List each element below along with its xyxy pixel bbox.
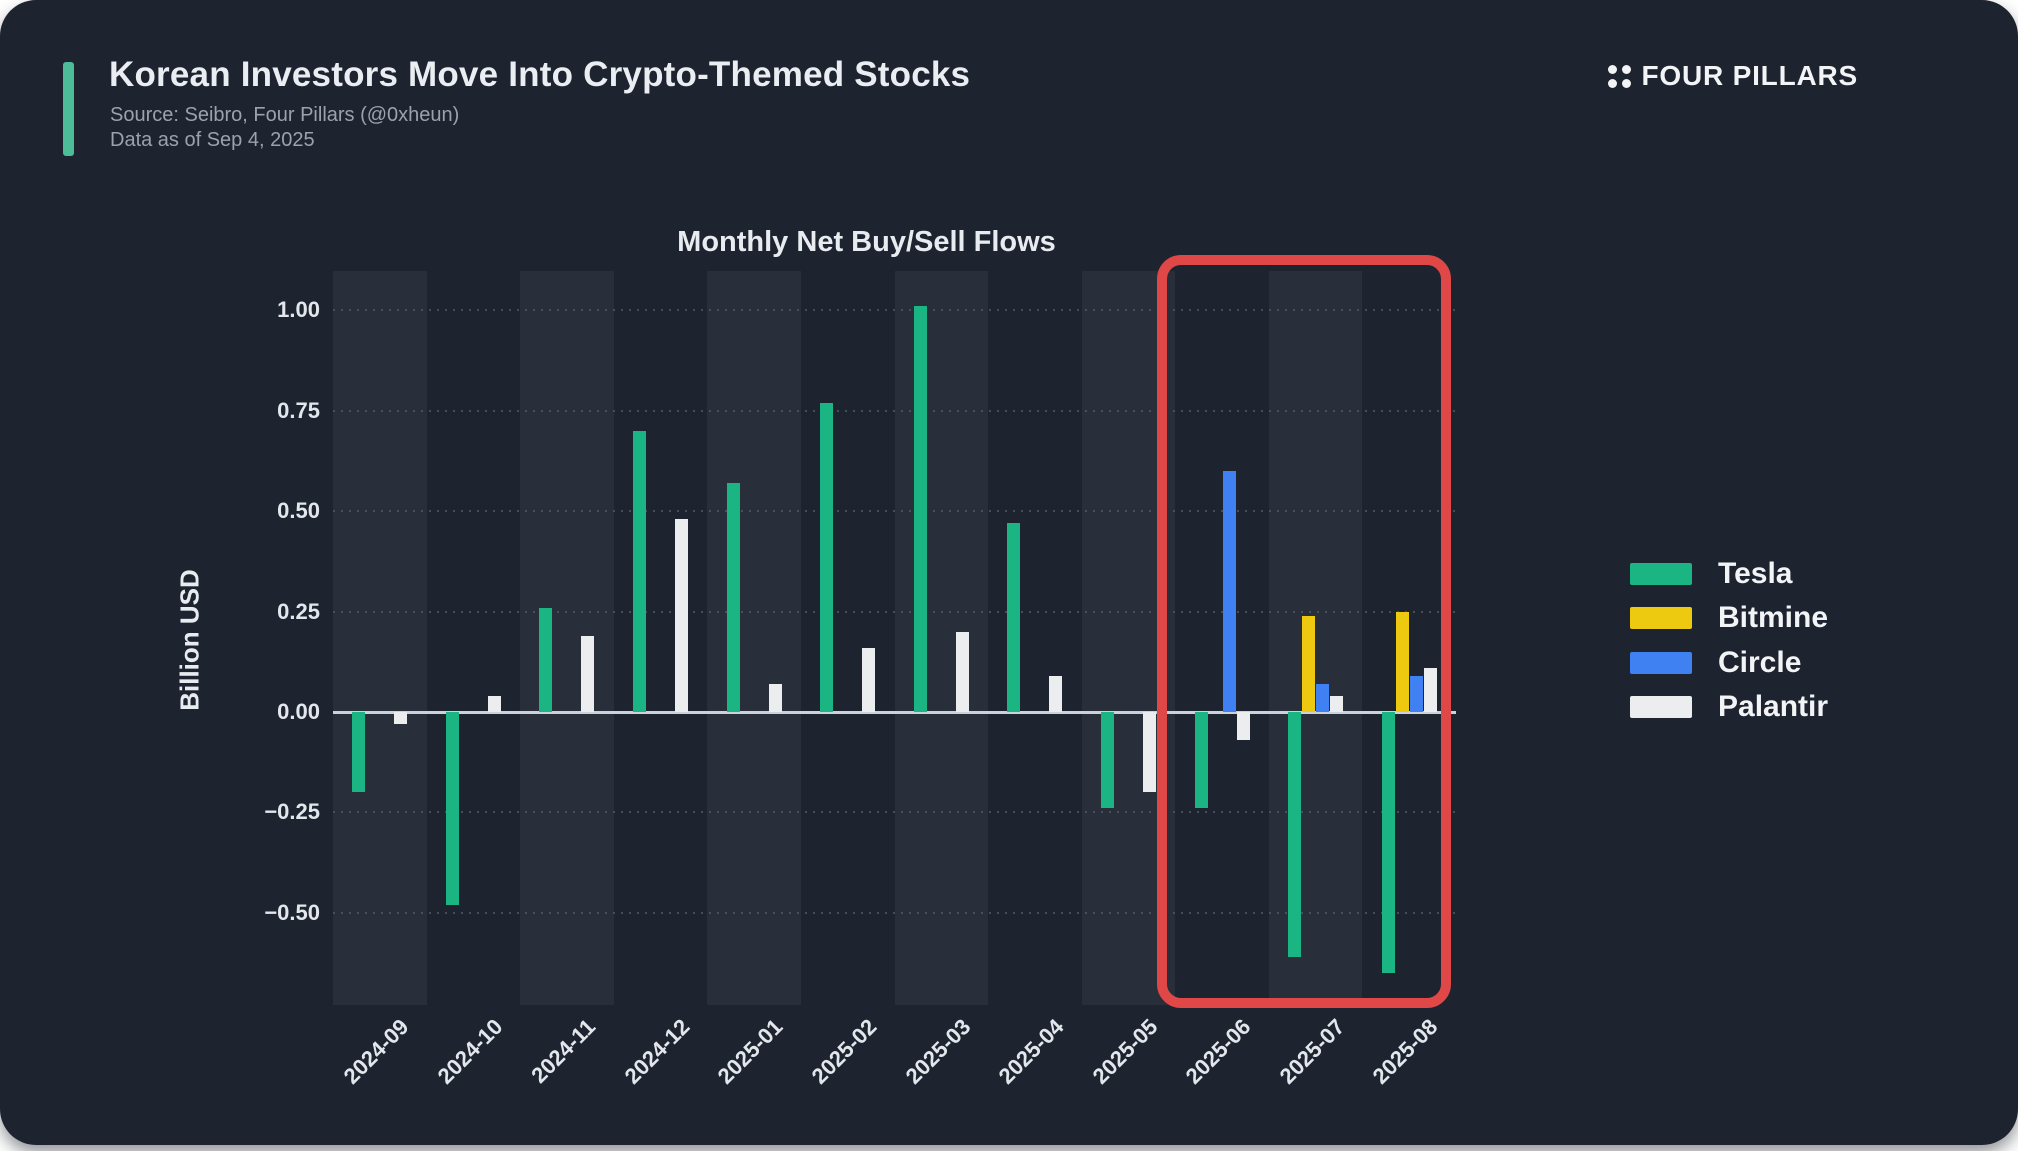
bar-palantir-2025-07 xyxy=(1330,695,1344,712)
title-accent-bar xyxy=(63,62,74,156)
legend-label-bitmine: Bitmine xyxy=(1718,601,1829,635)
bar-palantir-2025-02 xyxy=(862,647,876,712)
gridline-0.25 xyxy=(333,610,1456,613)
x-tick-label-2024-10: 2024-10 xyxy=(432,1014,508,1089)
highlight-box xyxy=(1157,255,1451,1008)
y-axis-label: Billion USD xyxy=(174,569,205,711)
header-subtitles: Source: Seibro, Four Pillars (@0xheun) D… xyxy=(110,103,459,152)
legend-item-tesla: Tesla xyxy=(1630,557,1793,591)
four-dots-icon xyxy=(1607,64,1631,88)
bar-tesla-2025-06 xyxy=(1194,712,1208,809)
legend-item-palantir: Palantir xyxy=(1630,690,1828,724)
bar-palantir-2024-10 xyxy=(487,695,501,712)
legend-label-circle: Circle xyxy=(1718,645,1802,679)
x-tick-label-2025-07: 2025-07 xyxy=(1274,1014,1350,1089)
y-tick-label: −0.25 xyxy=(264,799,320,825)
y-tick-label: 0.25 xyxy=(277,598,320,624)
page-title: Korean Investors Move Into Crypto-Themed… xyxy=(109,55,971,94)
legend-swatch-bitmine xyxy=(1630,607,1692,630)
bar-tesla-2024-10 xyxy=(445,712,459,905)
bar-tesla-2025-03 xyxy=(913,306,927,712)
y-tick-label: −0.50 xyxy=(264,899,320,925)
bar-tesla-2025-07 xyxy=(1288,712,1302,957)
legend-item-circle: Circle xyxy=(1630,646,1801,680)
bar-tesla-2025-05 xyxy=(1100,712,1114,809)
x-tick-label-2025-02: 2025-02 xyxy=(806,1014,882,1089)
y-tick-label: 0.75 xyxy=(277,397,320,423)
bar-palantir-2024-12 xyxy=(675,519,689,712)
legend-label-tesla: Tesla xyxy=(1718,557,1793,590)
chart-title: Monthly Net Buy/Sell Flows xyxy=(677,226,1056,258)
bar-tesla-2025-01 xyxy=(726,483,740,712)
legend-swatch-circle xyxy=(1630,651,1692,674)
x-tick-label-2025-01: 2025-01 xyxy=(713,1014,788,1089)
x-tick-label-2025-06: 2025-06 xyxy=(1180,1014,1256,1089)
bar-tesla-2025-04 xyxy=(1007,523,1021,712)
gridline-0.75 xyxy=(333,409,1456,412)
legend-label-palantir: Palantir xyxy=(1718,689,1829,723)
bar-palantir-2024-09 xyxy=(394,712,408,725)
legend-item-bitmine: Bitmine xyxy=(1630,601,1828,635)
legend-swatch-palantir xyxy=(1630,695,1692,718)
y-tick-label: 0.00 xyxy=(277,699,320,724)
month-band-2024-11 xyxy=(520,271,614,1005)
bar-palantir-2024-11 xyxy=(581,635,595,712)
x-tick-label-2024-11: 2024-11 xyxy=(526,1014,601,1088)
x-tick-label-2024-09: 2024-09 xyxy=(338,1014,414,1089)
bar-tesla-2025-08 xyxy=(1381,712,1395,974)
x-tick-label-2025-03: 2025-03 xyxy=(900,1014,975,1089)
month-band-2025-03 xyxy=(894,271,989,1005)
x-tick-label-2024-12: 2024-12 xyxy=(619,1014,695,1089)
legend-swatch-tesla xyxy=(1630,563,1692,585)
x-tick-label-2025-05: 2025-05 xyxy=(1087,1014,1163,1089)
y-tick-label: 1.00 xyxy=(277,297,320,323)
bar-circle-2025-08 xyxy=(1409,675,1423,712)
bar-bitmine-2025-08 xyxy=(1395,611,1409,712)
y-tick-label: 0.50 xyxy=(277,498,320,524)
bar-circle-2025-06 xyxy=(1222,471,1236,712)
bar-tesla-2024-12 xyxy=(633,430,647,712)
x-tick-label-2025-04: 2025-04 xyxy=(993,1014,1069,1089)
zero-baseline xyxy=(333,710,1456,714)
brand-logo: FOUR PILLARS xyxy=(1607,60,1858,92)
bar-palantir-2025-05 xyxy=(1142,712,1156,793)
brand-name: FOUR PILLARS xyxy=(1641,60,1858,91)
data-as-of-line: Data as of Sep 4, 2025 xyxy=(110,128,315,151)
gridline--0.5 xyxy=(333,911,1456,914)
month-band-2024-09 xyxy=(333,271,427,1005)
gridline-1 xyxy=(333,309,1456,312)
bar-palantir-2025-03 xyxy=(955,631,969,712)
month-band-2025-01 xyxy=(707,271,801,1005)
bar-bitmine-2025-07 xyxy=(1302,615,1316,712)
source-line: Source: Seibro, Four Pillars (@0xheun) xyxy=(110,104,460,126)
x-tick-label-2025-08: 2025-08 xyxy=(1368,1014,1443,1089)
bar-tesla-2024-11 xyxy=(539,607,553,712)
gridline-0.5 xyxy=(333,510,1456,513)
bar-palantir-2025-01 xyxy=(768,683,782,712)
bar-tesla-2025-02 xyxy=(820,402,834,712)
bar-tesla-2024-09 xyxy=(352,712,366,793)
bar-palantir-2025-08 xyxy=(1423,667,1437,712)
gridline--0.25 xyxy=(333,811,1456,814)
bar-palantir-2025-04 xyxy=(1049,675,1063,712)
bar-circle-2025-07 xyxy=(1316,683,1330,712)
month-band-2025-07 xyxy=(1268,271,1363,1005)
bar-palantir-2025-06 xyxy=(1236,712,1250,741)
